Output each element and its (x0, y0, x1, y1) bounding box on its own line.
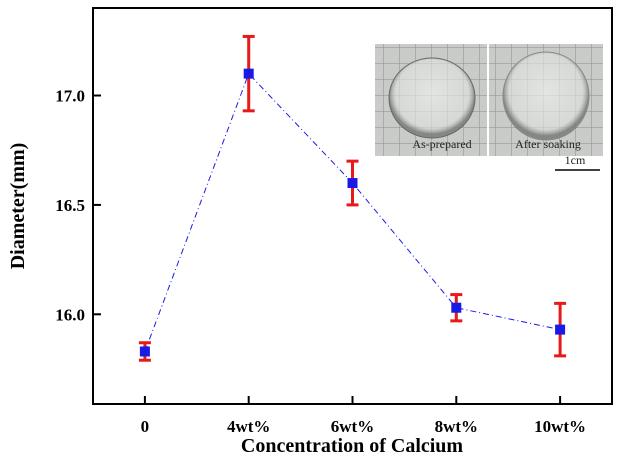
y-tick-label: 16.0 (55, 305, 85, 324)
x-tick-label: 6wt% (331, 417, 374, 436)
x-tick-label: 10wt% (534, 417, 586, 436)
x-tick-label: 4wt% (227, 417, 270, 436)
y-tick-label: 17.0 (55, 87, 85, 106)
inset-label: After soaking (515, 137, 581, 151)
marker (451, 302, 462, 313)
x-tick-label: 0 (141, 417, 150, 436)
y-axis-title: Diameter(mm) (7, 143, 29, 270)
scale-label: 1cm (565, 153, 586, 167)
marker (139, 346, 150, 357)
marker (243, 68, 254, 79)
marker (347, 178, 358, 189)
y-tick-label: 16.5 (55, 196, 85, 215)
inset-label: As-prepared (412, 137, 471, 151)
x-tick-label: 8wt% (435, 417, 478, 436)
marker (555, 324, 566, 335)
sample-disc (502, 51, 590, 141)
x-axis-title: Concentration of Calcium (241, 435, 464, 457)
inset-photo: As-prepared After soaking 1cm (375, 44, 603, 171)
sample-disc (388, 57, 476, 139)
